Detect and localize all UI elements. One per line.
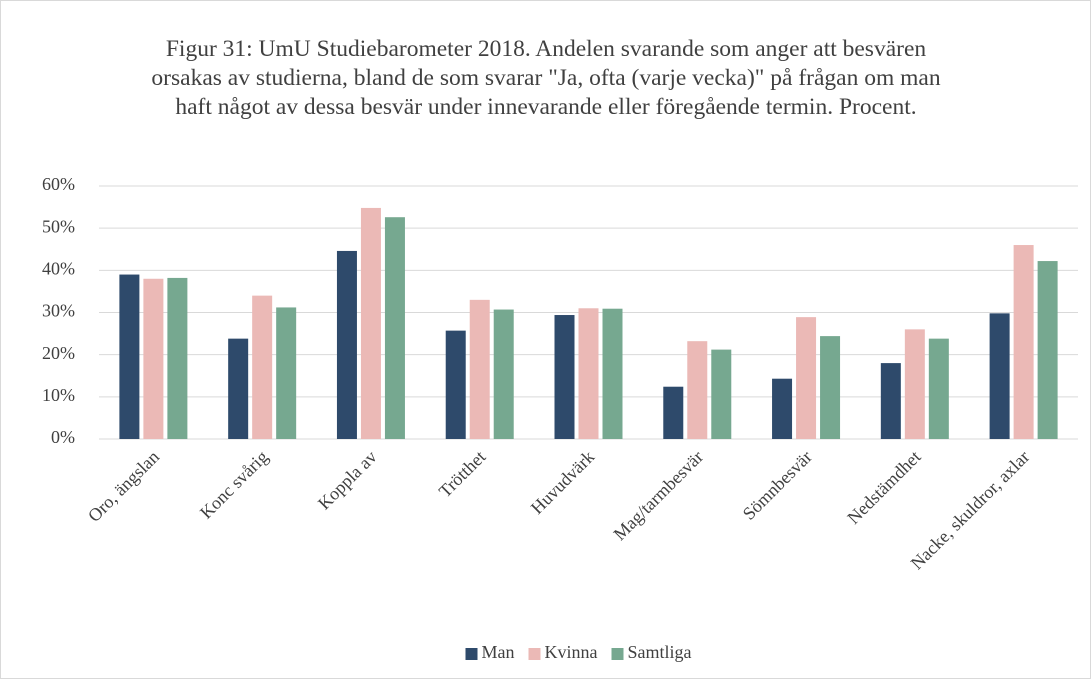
- bar: [119, 274, 140, 439]
- bar: [228, 338, 249, 439]
- bar: [167, 277, 188, 439]
- bar: [820, 336, 841, 439]
- legend-label: Samtliga: [628, 642, 692, 662]
- bar: [554, 315, 575, 439]
- bar: [493, 309, 514, 439]
- bar: [445, 330, 466, 439]
- bar: [469, 299, 490, 439]
- bar: [1037, 261, 1058, 439]
- bar: [360, 207, 381, 439]
- x-tick-label: Nedstämdhet: [843, 447, 924, 528]
- chart-title: Figur 31: UmU Studiebarometer 2018. Ande…: [151, 36, 941, 120]
- bar: [796, 317, 817, 439]
- legend-label: Man: [482, 642, 515, 662]
- legend-swatch: [465, 648, 478, 660]
- bar: [336, 250, 357, 439]
- y-tick-label: 30%: [42, 301, 75, 321]
- bar: [687, 341, 708, 439]
- bar: [989, 313, 1010, 439]
- bar: [143, 278, 164, 439]
- y-tick-label: 40%: [42, 258, 75, 278]
- x-tick-label: Konc svårig: [196, 447, 272, 523]
- bar: [880, 363, 901, 439]
- bar: [276, 307, 297, 439]
- x-tick-label: Nacke, skuldror, axlar: [907, 447, 1034, 574]
- legend-swatch: [611, 648, 624, 660]
- bar: [602, 308, 623, 439]
- y-tick-label: 60%: [42, 174, 75, 194]
- y-tick-label: 20%: [42, 343, 75, 363]
- bar: [663, 386, 684, 439]
- y-tick-label: 50%: [42, 216, 75, 236]
- bar: [772, 378, 793, 439]
- y-tick-label: 10%: [42, 385, 75, 405]
- x-tick-label: Trötthet: [435, 447, 490, 502]
- x-tick-label: Sömnbesvär: [739, 447, 816, 524]
- x-tick-label: Koppla av: [314, 447, 381, 514]
- legend-label: Kvinna: [545, 642, 598, 662]
- x-tick-label: Mag/tarmbesvär: [609, 447, 707, 545]
- bar: [711, 349, 732, 439]
- x-tick-label: Oro, ängslan: [84, 447, 163, 526]
- bar: [904, 329, 925, 439]
- bar: [928, 338, 949, 439]
- bar: [578, 308, 599, 439]
- x-tick-label: Huvudvärk: [527, 447, 598, 518]
- legend-swatch: [528, 648, 541, 660]
- bar: [252, 295, 273, 439]
- bar: [1013, 245, 1034, 439]
- y-tick-label: 0%: [51, 427, 75, 447]
- bar: [384, 217, 405, 439]
